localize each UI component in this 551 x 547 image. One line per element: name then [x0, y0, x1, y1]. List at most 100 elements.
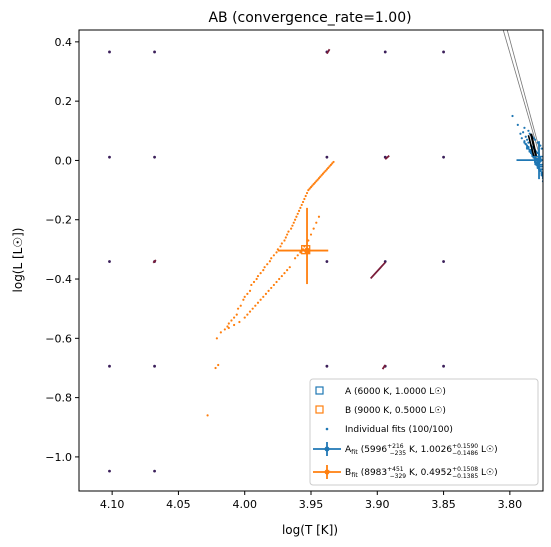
track-segment-a	[529, 133, 538, 158]
individual-fit-b-78	[288, 266, 291, 269]
individual-fit-b-51	[311, 184, 314, 187]
grid-point-0-0	[108, 50, 111, 54]
grid-point-1-3	[153, 364, 156, 368]
individual-fit-b-95	[243, 316, 246, 319]
x-axis-label: log(T [K])	[282, 523, 338, 537]
y-tick-label-4: −0.4	[45, 273, 72, 286]
true-point-A	[534, 155, 543, 166]
track-segment-3	[381, 364, 386, 370]
individual-fit-b-84	[272, 283, 275, 287]
individual-fit-b-25	[270, 257, 273, 260]
individual-fit-b-41	[297, 209, 301, 212]
individual-fit-b-59	[321, 172, 325, 175]
individual-fit-b-44	[301, 200, 305, 204]
individual-fit-b-81	[280, 274, 283, 278]
y-tick-label-3: −0.2	[45, 214, 72, 227]
individual-fit-b-61	[324, 169, 327, 172]
grid-point-1-1	[153, 155, 156, 159]
individual-fit-b-79	[286, 269, 289, 272]
individual-fit-b-24	[268, 260, 272, 263]
individual-fit-a-54	[524, 143, 527, 146]
legend-label-a-true: A (6000 K, 1.0000 L☉)	[345, 387, 446, 397]
individual-fit-a-11	[540, 147, 543, 150]
x-axis-ticks: 4.10 4.05 4.00 3.95 3.90 3.85 3.80	[100, 491, 522, 511]
individual-fit-b-76	[293, 257, 297, 260]
individual-fit-a-14	[525, 138, 529, 141]
y-tick-label-6: −0.8	[45, 392, 72, 405]
individual-fit-b-9	[235, 313, 238, 316]
individual-fit-a-3	[527, 129, 530, 132]
individual-fit-b-21	[262, 269, 265, 272]
grid-point-0-4	[108, 469, 111, 473]
individual-fit-b-11	[239, 304, 242, 307]
likelihood-contour-line-1	[506, 30, 540, 148]
individual-fit-b-30	[280, 242, 283, 245]
legend-label-individual-fits: Individual fits (100/100)	[345, 425, 453, 435]
individual-fit-b-66	[331, 162, 334, 165]
individual-fit-b-96	[238, 320, 241, 324]
legend-label-a-fit: Afit (5996+216 −235 K, 1.0026+0.1590 −0.14…	[345, 443, 498, 457]
individual-fit-b-14	[246, 292, 249, 295]
chart-title: AB (convergence_rate=1.00)	[208, 10, 411, 26]
individual-fit-b-55	[316, 178, 319, 181]
legend-marker-b-true	[315, 405, 324, 414]
individual-fit-b-65	[329, 163, 332, 166]
individual-fit-b-77	[296, 254, 299, 257]
individual-fit-b-6	[227, 322, 230, 325]
individual-fit-b-16	[250, 283, 253, 287]
individual-fit-b-63	[327, 166, 330, 169]
individual-fit-a-91	[540, 172, 543, 175]
grid-point-4-2	[442, 260, 445, 263]
legend-marker-a-fit	[313, 442, 341, 456]
individual-fit-b-99	[215, 337, 218, 340]
individual-fit-b-8	[233, 316, 236, 319]
individual-fit-a-84	[528, 150, 531, 153]
individual-fit-b-36	[291, 224, 294, 227]
individual-fit-b-64	[328, 165, 331, 168]
individual-fit-b-82	[278, 277, 281, 281]
fit-point-B_fit	[304, 247, 311, 254]
individual-fit-b-1	[214, 366, 217, 370]
legend-box	[309, 378, 539, 486]
fit-point-A_fit	[536, 157, 543, 164]
individual-fit-a-15	[527, 141, 530, 144]
individual-fit-b-87	[264, 292, 268, 295]
individual-fit-b-49	[308, 187, 311, 190]
legend-marker-a-true	[315, 386, 324, 395]
grid-point-1-4	[153, 469, 156, 473]
track-segment-1	[384, 155, 390, 160]
x-tick-label-0: 4.10	[100, 498, 125, 511]
individual-fit-b-70	[309, 233, 313, 236]
individual-fit-a-12	[522, 131, 525, 134]
x-tick-label-1: 4.05	[166, 498, 191, 511]
individual-fit-b-88	[262, 295, 265, 298]
individual-fit-b-5	[226, 325, 229, 328]
plot-content	[108, 30, 543, 476]
grid-point-2-1	[325, 155, 329, 159]
individual-fit-b-89	[259, 298, 262, 301]
grid-point-1-0	[153, 50, 156, 54]
x-tick-label-5: 3.85	[431, 498, 456, 511]
individual-fit-b-83	[275, 280, 278, 284]
y-tick-label-1: 0.2	[55, 95, 73, 108]
grid-point-0-1	[108, 155, 111, 159]
individual-fit-b-57	[319, 175, 322, 178]
individual-fit-b-52	[312, 183, 315, 186]
individual-fit-b-37	[292, 221, 295, 224]
y-axis-label: log(L [L☉])	[11, 228, 25, 293]
individual-fit-b-29	[279, 245, 282, 248]
individual-fit-b-60	[323, 171, 326, 174]
individual-fit-b-80	[283, 271, 286, 275]
y-tick-label-2: 0.0	[55, 154, 73, 167]
individual-fit-b-46	[304, 194, 307, 198]
individual-fit-b-93	[248, 310, 252, 313]
individual-fit-b-26	[272, 254, 275, 257]
individual-fit-b-45	[303, 197, 306, 201]
grid-point-0-2	[108, 260, 111, 263]
legend-label-b-fit: Bfit (8983+451 −329 K, 0.4952+0.1508 −0.13…	[345, 466, 498, 480]
individual-fit-b-74	[299, 251, 302, 254]
individual-fit-b-3	[219, 331, 222, 334]
individual-fit-b-72	[315, 221, 318, 224]
grid-point-4-0	[442, 50, 445, 54]
